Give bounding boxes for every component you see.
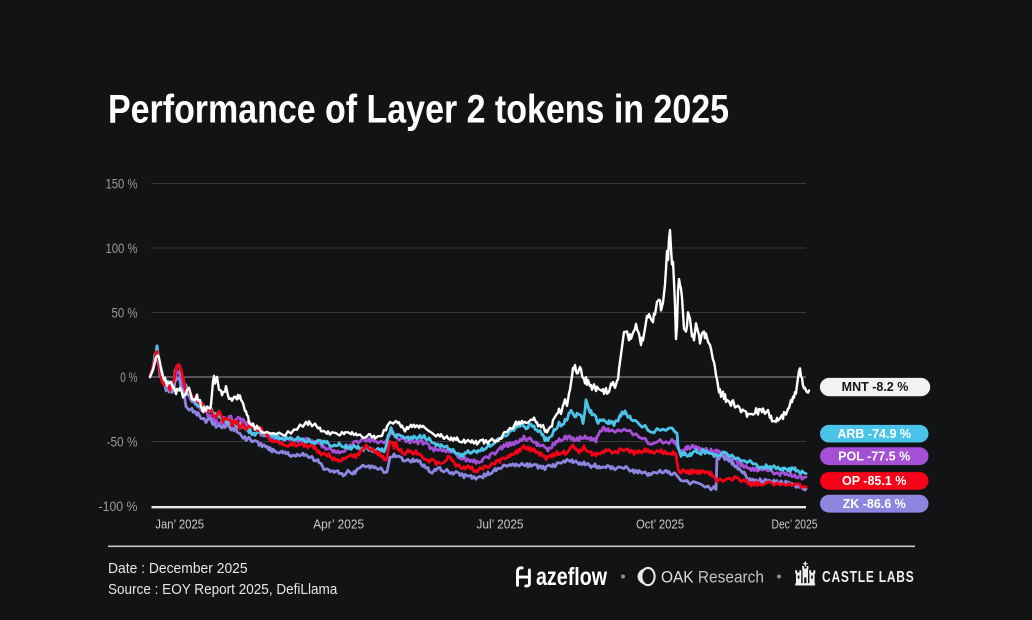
svg-text:ARB -74.9 %: ARB -74.9 %: [837, 427, 911, 441]
svg-text:-50 %: -50 %: [107, 434, 138, 449]
svg-text:Jul’ 2025: Jul’ 2025: [477, 517, 524, 531]
svg-text:-100 %: -100 %: [99, 499, 138, 514]
svg-text:Performance of Layer 2 tokens: Performance of Layer 2 tokens in 2025: [108, 87, 729, 131]
svg-text:POL -77.5 %: POL -77.5 %: [838, 449, 910, 463]
svg-text:0 %: 0 %: [120, 370, 137, 385]
svg-text:MNT -8.2 %: MNT -8.2 %: [842, 380, 909, 394]
svg-text:100 %: 100 %: [106, 241, 138, 256]
svg-text:Date : December 2025: Date : December 2025: [108, 560, 248, 577]
svg-text:Dec’ 2025: Dec’ 2025: [772, 517, 818, 531]
svg-text:Jan’ 2025: Jan’ 2025: [155, 517, 204, 531]
svg-text:CASTLE LABS: CASTLE LABS: [822, 569, 915, 586]
svg-text:azeflow: azeflow: [536, 563, 607, 591]
svg-text:OAK Research: OAK Research: [661, 568, 764, 587]
svg-text:Apr’ 2025: Apr’ 2025: [313, 517, 364, 531]
svg-text:150 %: 150 %: [106, 176, 138, 191]
svg-text:OP -85.1 %: OP -85.1 %: [842, 474, 906, 488]
svg-text:50 %: 50 %: [112, 305, 138, 320]
svg-text:ZK -86.6 %: ZK -86.6 %: [843, 497, 906, 511]
svg-text:Oct’ 2025: Oct’ 2025: [636, 517, 684, 531]
svg-text:Source : EOY Report 2025, Defi: Source : EOY Report 2025, DefiLlama: [108, 581, 338, 598]
